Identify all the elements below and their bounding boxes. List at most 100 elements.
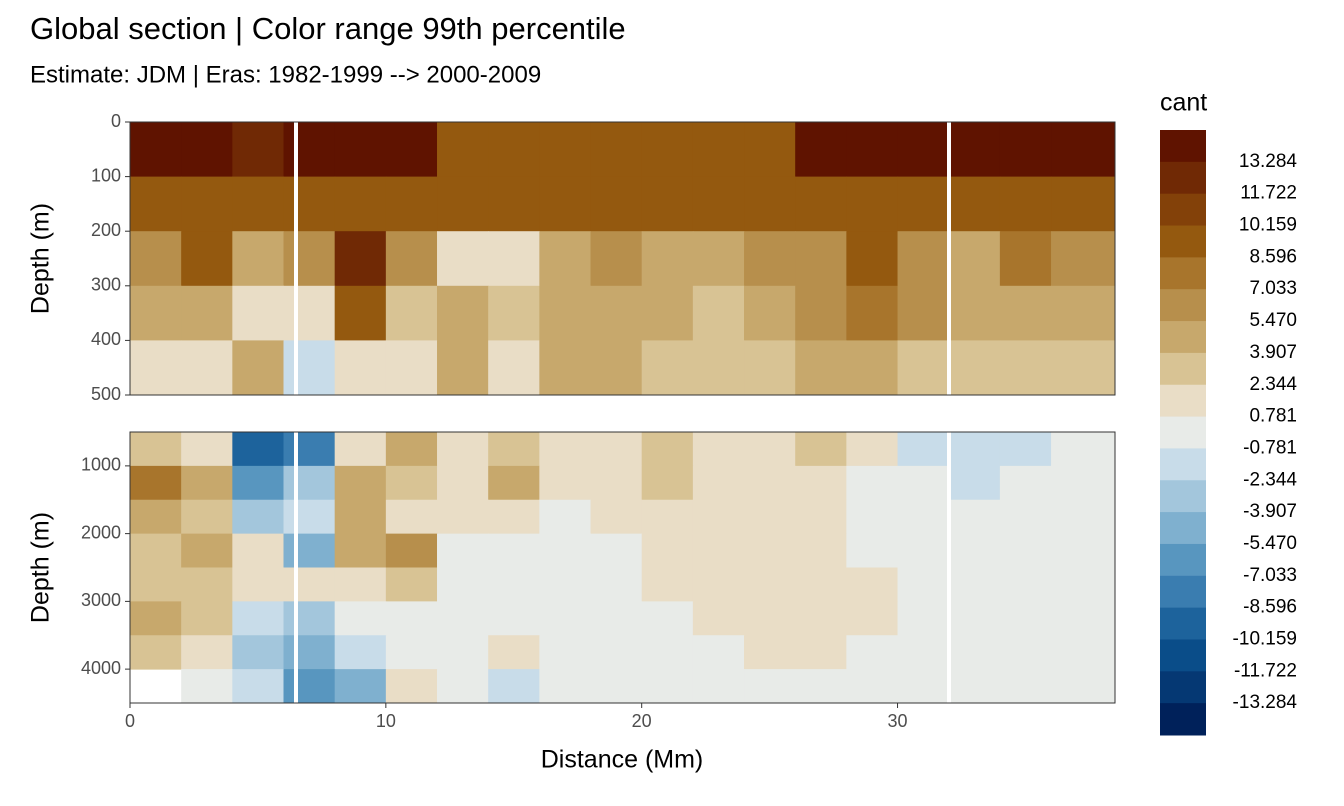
contour-cell [795, 285, 847, 341]
contour-cell [846, 340, 899, 395]
panel-border [129, 431, 1116, 704]
contour-cell [948, 635, 1001, 670]
contour-cell [232, 465, 285, 501]
contour-cell [590, 285, 643, 341]
contour-cell [641, 601, 694, 636]
legend-label: 10.159 [1239, 215, 1297, 236]
legend-label: -11.722 [1234, 660, 1297, 681]
contour-cell [488, 465, 540, 501]
contour-cell [795, 122, 847, 178]
legend-label: 11.722 [1240, 183, 1297, 204]
contour-cell [283, 669, 336, 703]
contour-cell [539, 669, 592, 703]
contour-cell [744, 122, 796, 178]
contour-cell [590, 567, 643, 602]
contour-cell [897, 231, 950, 287]
contour-cell [948, 122, 1001, 178]
contour-cell [590, 499, 643, 535]
legend-label: -13.284 [1233, 692, 1298, 713]
contour-cell [999, 176, 1052, 232]
contour-cell [999, 432, 1052, 467]
contour-cell [1051, 669, 1115, 703]
contour-cell [897, 340, 950, 395]
contour-cell [334, 635, 387, 670]
contour-cell [232, 499, 285, 535]
contour-cell [539, 601, 592, 636]
contour-cell [385, 669, 438, 703]
contour-cell [488, 231, 540, 287]
y-tick-label: 100 [91, 165, 121, 185]
contour-cell [590, 340, 643, 395]
legend-label: -2.344 [1243, 469, 1297, 490]
contour-cell [999, 465, 1052, 501]
contour-cell [385, 285, 438, 341]
contour-cell [948, 340, 1001, 395]
contour-cell [1051, 285, 1115, 341]
contour-cell [385, 533, 438, 568]
contour-cell [846, 499, 899, 535]
contour-cell [846, 533, 899, 568]
y-tick-label: 400 [91, 329, 121, 349]
contour-cell [692, 601, 745, 636]
contour-cell [692, 669, 745, 703]
panel-cells [130, 432, 1115, 703]
contour-cell [232, 340, 285, 395]
contour-cell [641, 465, 694, 501]
contour-cell [999, 231, 1052, 287]
contour-cell [590, 176, 643, 232]
contour-cell [539, 231, 592, 287]
y-tick-label: 1000 [81, 455, 121, 475]
contour-cell [181, 601, 233, 636]
legend-label: 8.596 [1249, 246, 1297, 267]
contour-cell [130, 499, 182, 535]
contour-cell [897, 176, 950, 232]
contour-cell [283, 499, 336, 535]
contour-cell [130, 601, 182, 636]
contour-cell [385, 567, 438, 602]
contour-cell [334, 465, 387, 501]
legend-swatch [1160, 321, 1206, 354]
contour-cell [692, 340, 745, 395]
contour-cell [744, 340, 796, 395]
contour-cell [130, 122, 182, 178]
legend-label: 5.470 [1249, 310, 1297, 331]
contour-cell [181, 533, 233, 568]
legend-label: 0.781 [1249, 406, 1297, 427]
contour-cell [590, 635, 643, 670]
contour-cell [539, 432, 592, 467]
contour-cell [232, 122, 285, 178]
contour-cell [1051, 340, 1115, 395]
contour-cell [488, 340, 540, 395]
contour-cell [590, 122, 643, 178]
contour-cell [744, 567, 796, 602]
contour-cell [181, 176, 233, 232]
contour-cell [283, 567, 336, 602]
y-tick-label: 500 [91, 384, 121, 404]
contour-cell [1051, 601, 1115, 636]
contour-cell [744, 601, 796, 636]
contour-cell [846, 231, 899, 287]
contour-cell [232, 432, 285, 467]
contour-cell [846, 635, 899, 670]
contour-cell [283, 601, 336, 636]
contour-cell [795, 231, 847, 287]
contour-cell [437, 432, 489, 467]
contour-cell [437, 340, 489, 395]
contour-cell [488, 567, 540, 602]
contour-cell [181, 567, 233, 602]
contour-cell [283, 533, 336, 568]
x-axis-label: Distance (Mm) [541, 746, 704, 774]
contour-cell [283, 122, 336, 178]
contour-cell [334, 567, 387, 602]
contour-cell [232, 669, 285, 703]
contour-cell [999, 669, 1052, 703]
contour-cell [795, 669, 847, 703]
contour-cell [283, 635, 336, 670]
contour-cell [539, 499, 592, 535]
contour-cell [488, 669, 540, 703]
contour-cell [385, 231, 438, 287]
contour-cell [437, 669, 489, 703]
contour-cell [130, 340, 182, 395]
contour-cell [692, 499, 745, 535]
contour-cell [334, 340, 387, 395]
